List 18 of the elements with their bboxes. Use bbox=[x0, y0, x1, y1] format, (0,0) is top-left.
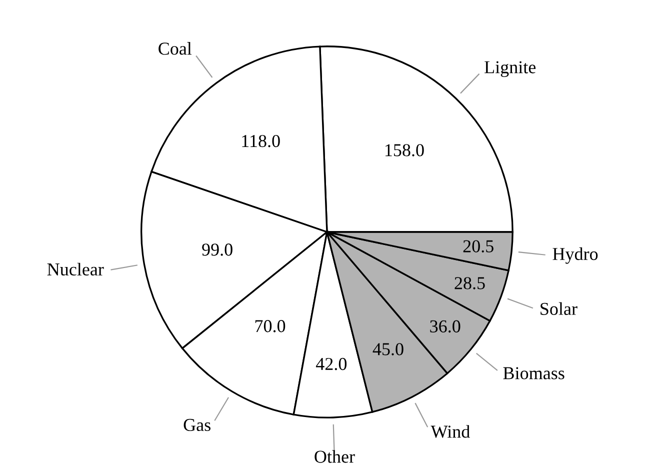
slice-label: Other bbox=[314, 450, 355, 463]
slice-label: Coal bbox=[158, 42, 192, 55]
data-label: 70.0 bbox=[255, 320, 286, 332]
slice-label: Wind bbox=[430, 425, 470, 438]
slice-label: Lignite bbox=[484, 61, 536, 78]
slice-label: Hydro bbox=[552, 247, 598, 264]
data-label: 118.0 bbox=[242, 134, 280, 148]
data-label: 20.5 bbox=[463, 240, 494, 252]
data-label: 45.0 bbox=[372, 343, 404, 356]
slice-label: Solar bbox=[540, 302, 578, 315]
data-label: 42.0 bbox=[316, 358, 347, 370]
data-label: 158.0 bbox=[386, 144, 424, 156]
slice-label: Nuclear bbox=[47, 262, 104, 276]
data-label: 99.0 bbox=[202, 244, 232, 256]
slice-label: Biomass bbox=[503, 367, 564, 380]
data-label: 28.5 bbox=[454, 277, 485, 290]
data-label: 36.0 bbox=[430, 320, 460, 333]
slice-label: Gas bbox=[184, 418, 210, 432]
